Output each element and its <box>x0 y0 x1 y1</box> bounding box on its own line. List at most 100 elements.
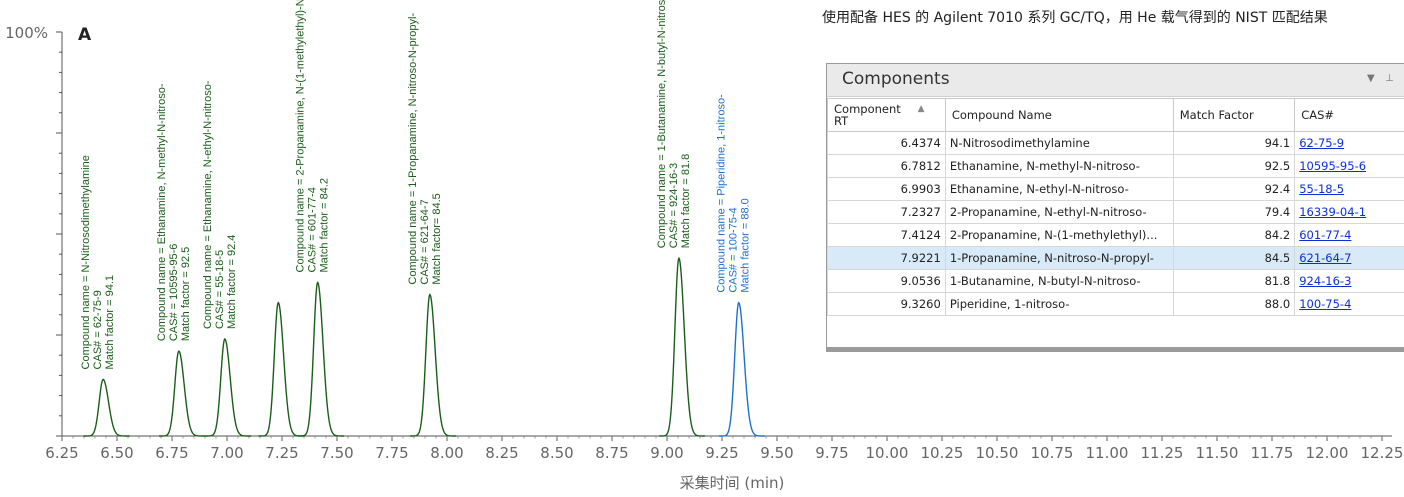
table-row[interactable]: 9.0536 1-Butanamine, N-butyl-N-nitroso- 81… <box>827 269 1404 293</box>
pin-icon[interactable]: ⊥ <box>1385 73 1394 84</box>
table-row[interactable]: 6.4374 N-Nitrosodimethylamine 94.1 62-75-9 <box>827 131 1404 155</box>
peak-annotation-line: Compound name = Ethanamine, N-methyl-N-n… <box>156 83 168 341</box>
x-tick-label: 12.00 <box>1306 444 1349 462</box>
panel-scroll-edge <box>827 347 1404 351</box>
peak-trace <box>410 293 457 437</box>
dropdown-arrow-icon[interactable]: ▼ <box>1367 73 1375 84</box>
table-body: 6.4374 N-Nitrosodimethylamine 94.1 62-75-9 6… <box>827 131 1404 316</box>
cell-compound-name: Ethanamine, N-methyl-N-nitroso- <box>944 154 1174 178</box>
peak-annotation-line: Match factor = 88.0 <box>740 198 752 292</box>
table-row[interactable]: 6.7812 Ethanamine, N-methyl-N-nitroso- 92.… <box>827 154 1404 178</box>
cas-link[interactable]: 100-75-4 <box>1294 292 1404 316</box>
x-tick-label: 9.00 <box>650 444 683 462</box>
col-header-cas[interactable]: CAS# <box>1294 98 1404 132</box>
x-tick-label: 6.75 <box>155 444 188 462</box>
peak-trace <box>659 256 705 437</box>
cell-rt: 6.4374 <box>827 131 946 155</box>
panel-label: A <box>78 25 92 45</box>
cas-link[interactable]: 62-75-9 <box>1294 131 1404 155</box>
cell-rt: 7.4124 <box>827 223 946 247</box>
cell-match-factor: 79.4 <box>1172 200 1296 224</box>
peak-annotation-line: Compound name = Piperidine, 1-nitroso- <box>716 94 728 293</box>
x-axis-title: 采集时间 (min) <box>680 474 785 492</box>
peak-annotation-line: CAS# = 55-18-5 <box>214 250 226 329</box>
peak-trace <box>159 350 206 437</box>
peak-annotation-line: Match factor = 84.2 <box>319 178 331 272</box>
table-row[interactable]: 9.3260 Piperidine, 1-nitroso- 88.0 100-75-4 <box>827 292 1404 316</box>
x-tick-label: 8.50 <box>540 444 573 462</box>
peak-annotations: Compound name = N-Nitrosodimethylamine CA… <box>80 0 752 369</box>
table-row[interactable]: 7.9221 1-Propanamine, N-nitroso-N-propyl-… <box>827 246 1404 270</box>
cas-link[interactable]: 924-16-3 <box>1294 269 1404 293</box>
col-header-name[interactable]: Compound Name <box>944 98 1174 132</box>
cell-rt: 9.3260 <box>827 292 946 316</box>
x-tick-label: 7.00 <box>210 444 243 462</box>
peak-annotation-line: CAS# = 100-75-4 <box>728 207 740 292</box>
x-tick-label: 10.25 <box>921 444 964 462</box>
peak-annotation-line: Compound name = Ethanamine, N-ethyl-N-ni… <box>202 80 214 329</box>
peak-traces <box>83 256 765 437</box>
sort-asc-icon: ▲ <box>917 104 925 114</box>
x-tick-label: 11.75 <box>1251 444 1294 462</box>
x-tick-label: 8.75 <box>595 444 628 462</box>
x-tick-label: 9.75 <box>815 444 848 462</box>
x-tick-label: 9.50 <box>760 444 793 462</box>
panel-header: Components ▼ ⊥ <box>827 64 1404 97</box>
cell-match-factor: 84.2 <box>1172 223 1296 247</box>
peak-annotation-line: Compound name = 1-Butanamine, N-butyl-N-… <box>656 0 668 248</box>
peak-annotation-line: Match factor = 94.1 <box>104 275 116 369</box>
cell-rt: 7.2327 <box>827 200 946 224</box>
cell-compound-name: Ethanamine, N-ethyl-N-nitroso- <box>944 177 1174 201</box>
col-header-rt[interactable]: Component RT ▲ <box>827 98 946 132</box>
x-tick-label: 6.50 <box>100 444 133 462</box>
col-header-rt-label: Component RT <box>834 102 901 128</box>
table-row[interactable]: 7.4124 2-Propanamine, N-(1-methylethyl)..… <box>827 223 1404 247</box>
components-table: Component RT ▲ Compound Name Match Facto… <box>827 98 1404 316</box>
peak-annotation-line: Match factor = 92.5 <box>180 247 192 341</box>
chart-axes: 6.25 6.50 6.75 7.00 7.25 7.50 7.75 8.00 8.25 8.50… <box>45 31 1403 462</box>
table-row[interactable]: 7.2327 2-Propanamine, N-ethyl-N-nitroso- 7… <box>827 200 1404 224</box>
cas-link[interactable]: 55-18-5 <box>1294 177 1404 201</box>
peak-annotation-line: CAS# = 924-16-3 <box>668 163 680 248</box>
x-tick-label: 10.50 <box>976 444 1019 462</box>
cell-rt: 9.0536 <box>827 269 946 293</box>
col-header-match[interactable]: Match Factor <box>1172 98 1296 132</box>
cell-compound-name: N-Nitrosodimethylamine <box>944 131 1174 155</box>
cas-link[interactable]: 16339-04-1 <box>1294 200 1404 224</box>
x-tick-label: 9.25 <box>705 444 738 462</box>
cas-link[interactable]: 621-64-7 <box>1294 246 1404 270</box>
x-tick-label: 6.25 <box>45 444 78 462</box>
cell-match-factor: 94.1 <box>1172 131 1296 155</box>
cas-link[interactable]: 601-77-4 <box>1294 223 1404 247</box>
x-tick-label: 8.00 <box>430 444 463 462</box>
peak-annotation-line: CAS# = 621-64-7 <box>419 199 431 284</box>
cell-match-factor: 88.0 <box>1172 292 1296 316</box>
peak-annotation-line: CAS# = 601-77-4 <box>307 187 319 272</box>
table-header-row: Component RT ▲ Compound Name Match Facto… <box>827 98 1404 132</box>
panel-title: Components <box>842 69 950 89</box>
peak-trace <box>258 301 305 437</box>
peak-annotation-line: Compound name = N-Nitrosodimethylamine <box>80 155 92 369</box>
peak-annotation-line: CAS# = 62-75-9 <box>92 290 104 369</box>
cell-compound-name: 1-Propanamine, N-nitroso-N-propyl- <box>944 246 1174 270</box>
x-tick-label: 11.25 <box>1141 444 1184 462</box>
cell-match-factor: 84.5 <box>1172 246 1296 270</box>
x-tick-label: 10.00 <box>866 444 909 462</box>
table-row[interactable]: 6.9903 Ethanamine, N-ethyl-N-nitroso- 92.4… <box>827 177 1404 201</box>
cell-rt: 6.9903 <box>827 177 946 201</box>
cell-match-factor: 81.8 <box>1172 269 1296 293</box>
x-tick-label: 11.00 <box>1086 444 1129 462</box>
peak-trace <box>205 338 252 437</box>
peak-annotation-line: Match factor = 81.8 <box>680 154 692 248</box>
cas-link[interactable]: 10595-95-6 <box>1294 154 1404 178</box>
peak-annotation-line: Match factor = 92.4 <box>226 235 238 329</box>
figure-caption: 使用配备 HES 的 Agilent 7010 系列 GC/TQ，用 He 载气… <box>822 10 1328 26</box>
peak-trace <box>297 281 345 437</box>
x-tick-label: 8.25 <box>485 444 518 462</box>
x-tick-label: 7.50 <box>320 444 353 462</box>
peak-annotation-line: Match factor= 84.5 <box>431 193 443 284</box>
peak-annotation-line: Compound name = 2-Propanamine, N-(1-meth… <box>295 0 307 272</box>
cell-compound-name: 2-Propanamine, N-ethyl-N-nitroso- <box>944 200 1174 224</box>
y-max-label: 100% <box>5 24 48 42</box>
